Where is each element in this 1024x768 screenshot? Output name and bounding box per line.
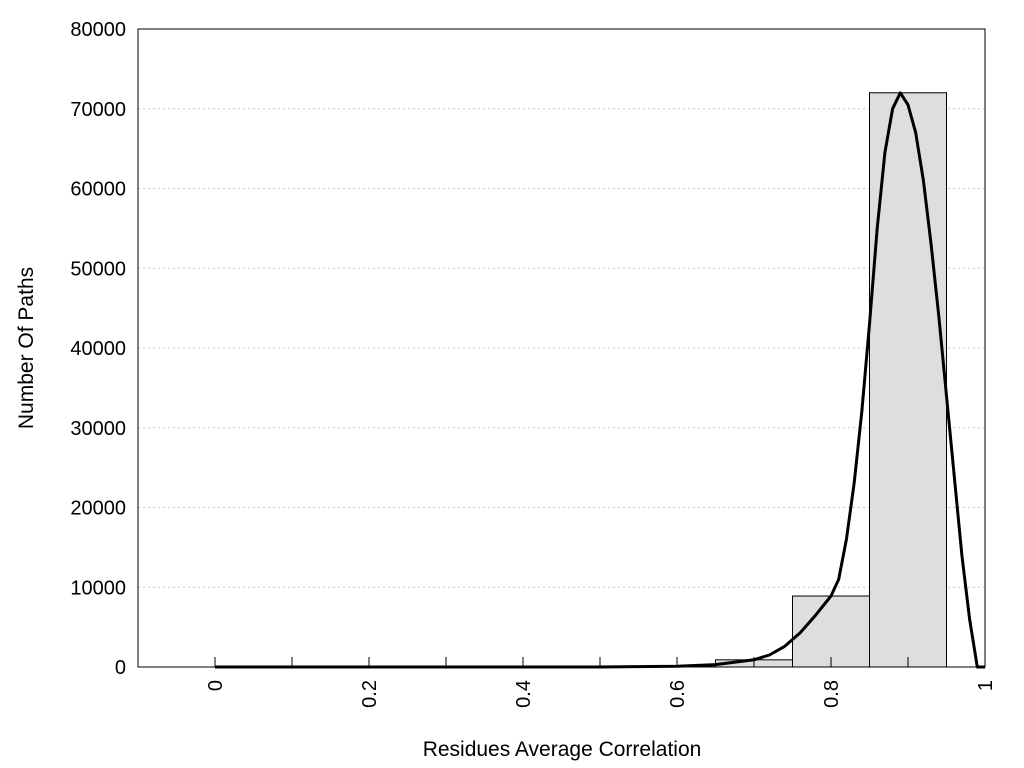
x-axis-label: Residues Average Correlation [423, 738, 702, 761]
y-tick-label-7: 70000 [70, 99, 126, 121]
y-tick-label-3: 30000 [70, 418, 126, 440]
x-tick-label-3: 0.6 [667, 680, 689, 708]
y-tick-label-8: 80000 [70, 19, 126, 41]
y-axis-label: Number Of Paths [15, 267, 38, 429]
x-tick-label-1: 0.2 [359, 680, 381, 708]
grid-layer [138, 108, 985, 588]
y-tick-label-5: 50000 [70, 258, 126, 280]
bars-layer [599, 92, 947, 668]
histogram-bar-8 [792, 595, 870, 668]
x-tick-label-4: 0.8 [821, 680, 843, 708]
x-tick-label-0: 0 [205, 680, 227, 691]
plot-frame [137, 28, 986, 668]
ticks-layer [214, 657, 986, 667]
y-tick-label-0: 0 [115, 657, 126, 679]
y-tick-label-6: 60000 [70, 179, 126, 201]
y-tick-label-4: 40000 [70, 338, 126, 360]
y-tick-label-1: 10000 [70, 577, 126, 599]
x-tick-labels: 0 0.2 0.4 0.6 0.8 1 [205, 680, 997, 708]
x-tick-label-5: 1 [975, 680, 997, 691]
y-tick-label-2: 20000 [70, 498, 126, 520]
x-tick-label-2: 0.4 [513, 680, 535, 708]
y-tick-labels: 0 10000 20000 30000 40000 50000 60000 70000 8000… [70, 19, 126, 679]
